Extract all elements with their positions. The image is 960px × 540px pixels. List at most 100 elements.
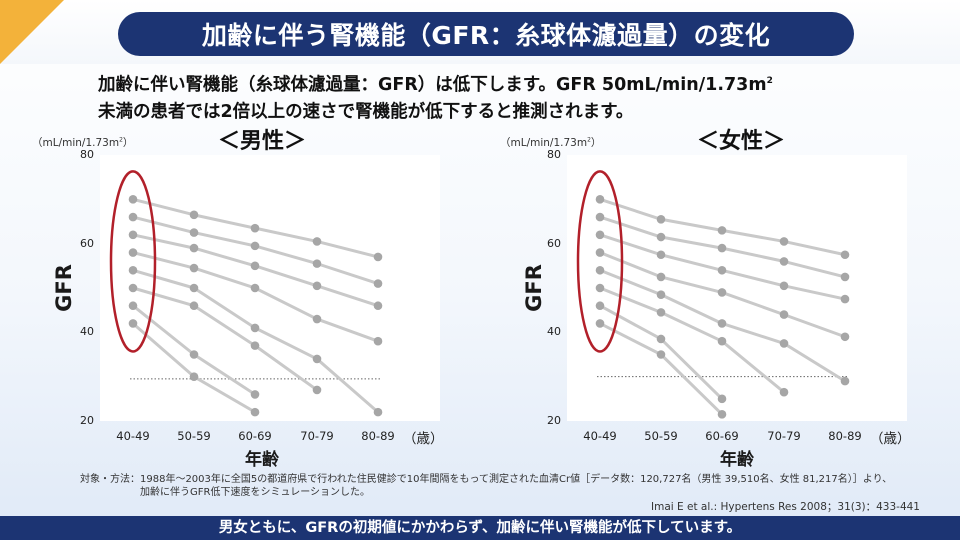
female-data-point — [595, 230, 605, 240]
male-chart-title: ＜男性＞ — [218, 129, 307, 154]
female-data-point — [595, 265, 605, 275]
method-note: 対象・方法：1988年～2003年に全国5の都道府県で行われた住民健診で10年間… — [80, 473, 930, 499]
female-data-point — [656, 290, 666, 299]
female-y-tick: 80 — [547, 148, 561, 161]
male-data-point — [373, 336, 383, 346]
female-y-unit-close: ） — [590, 137, 602, 149]
male-x-unit: （歳） — [403, 431, 444, 447]
female-y-tick: 60 — [547, 236, 561, 250]
method-note-line-2: 加齢に伴うGFR低下速度をシミュレーションした。 — [140, 487, 371, 498]
female-data-point — [656, 350, 666, 359]
male-data-point — [189, 372, 199, 381]
male-data-point — [312, 354, 322, 364]
female-data-point — [656, 308, 666, 317]
male-data-point — [128, 301, 138, 311]
female-x-unit: （歳） — [870, 431, 911, 447]
male-data-point — [250, 241, 260, 251]
male-data-point — [312, 259, 322, 268]
female-y-unit-text: （mL/min/1.73m — [500, 137, 588, 149]
male-data-point — [250, 223, 260, 233]
male-data-point — [373, 279, 383, 288]
male-data-point — [250, 390, 260, 399]
method-note-line-1: 対象・方法：1988年～2003年に全国5の都道府県で行われた住民健診で10年間… — [80, 474, 893, 485]
female-x-axis-label: 年齢 — [720, 450, 754, 470]
female-data-point — [779, 310, 789, 319]
female-y-axis-label: GFR — [522, 264, 546, 312]
male-y-unit-text: （mL/min/1.73m — [32, 137, 120, 149]
male-data-point — [312, 281, 322, 291]
female-data-point — [595, 248, 605, 257]
male-data-point — [312, 385, 322, 395]
female-x-tick: 70-79 — [767, 429, 801, 443]
female-y-unit: （mL/min/1.73m2） — [500, 135, 601, 150]
male-data-point — [373, 407, 383, 417]
female-data-point — [840, 376, 850, 386]
male-series-line-6 — [132, 286, 318, 392]
female-data-point — [717, 288, 727, 297]
male-data-point — [128, 248, 138, 257]
female-data-point — [717, 394, 727, 404]
male-y-tick: 60 — [80, 236, 94, 250]
female-data-point — [595, 195, 605, 204]
female-y-tick: 40 — [547, 325, 561, 339]
female-series-line-6 — [599, 286, 785, 394]
female-y-tick: 20 — [547, 414, 561, 427]
male-data-point — [312, 237, 322, 246]
male-y-unit-sup: 2 — [119, 136, 123, 144]
lead-line-1: 加齢に伴い腎機能（糸球体濾過量：GFR）は低下します。GFR 50mL/min/… — [98, 68, 918, 99]
male-data-point — [189, 301, 199, 311]
male-y-tick: 40 — [80, 325, 94, 339]
male-data-point — [189, 243, 199, 253]
female-data-point — [717, 336, 727, 346]
male-data-point — [250, 341, 260, 350]
female-data-point — [656, 250, 666, 260]
footer-banner: 男女ともに、GFRの初期値にかかわらず、加齢に伴い腎機能が低下しています。 — [0, 516, 960, 540]
female-data-point — [779, 237, 789, 246]
lead-text: 加齢に伴い腎機能（糸球体濾過量：GFR）は低下します。GFR 50mL/min/… — [98, 68, 918, 126]
female-data-point — [779, 257, 789, 266]
female-data-point — [840, 294, 850, 304]
female-y-unit-sup: 2 — [587, 136, 591, 144]
male-data-point — [128, 283, 138, 293]
female-chart-title: ＜女性＞ — [697, 129, 786, 154]
male-chart-svg — [109, 170, 383, 417]
male-data-point — [373, 252, 383, 262]
lead-line-2: 未満の患者では2倍以上の速さで腎機能が低下すると推測されます。 — [98, 101, 634, 122]
male-data-point — [189, 210, 199, 220]
female-data-point — [717, 226, 727, 235]
male-series-line-8 — [132, 322, 256, 414]
male-y-tick: 20 — [80, 414, 94, 427]
male-data-point — [189, 283, 199, 293]
male-data-point — [128, 265, 138, 275]
male-x-axis-label: 年齢 — [245, 450, 279, 470]
male-x-tick: 70-79 — [300, 429, 334, 443]
male-y-tick: 80 — [80, 148, 94, 161]
female-chart-svg — [576, 170, 850, 419]
female-data-point — [595, 212, 605, 222]
lead-line-1-text: 加齢に伴い腎機能（糸球体濾過量：GFR）は低下します。GFR 50mL/min/… — [98, 74, 767, 95]
male-data-point — [128, 230, 138, 240]
male-x-tick: 80-89 — [361, 429, 395, 443]
male-chart-plot — [100, 155, 440, 421]
female-data-point — [717, 410, 727, 419]
citation: Imai E et al.: Hypertens Res 2008；31(3)：… — [651, 501, 920, 513]
female-data-point — [840, 272, 850, 282]
male-data-point — [128, 319, 138, 328]
female-data-point — [656, 232, 666, 242]
male-data-point — [189, 263, 199, 273]
female-data-point — [595, 283, 605, 293]
male-y-unit: （mL/min/1.73m2） — [32, 135, 133, 150]
male-data-point — [312, 314, 322, 324]
male-highlight-ellipse — [109, 170, 157, 353]
female-x-tick: 80-89 — [828, 429, 862, 443]
female-data-point — [595, 319, 605, 328]
female-chart-plot — [567, 155, 907, 421]
female-data-point — [779, 387, 789, 397]
male-x-tick: 60-69 — [238, 429, 272, 443]
female-data-point — [656, 272, 666, 282]
male-data-point — [189, 228, 199, 237]
female-x-tick: 50-59 — [644, 429, 678, 443]
female-data-point — [717, 265, 727, 275]
male-y-unit-close: ） — [122, 137, 134, 149]
female-x-tick: 40-49 — [583, 429, 617, 443]
